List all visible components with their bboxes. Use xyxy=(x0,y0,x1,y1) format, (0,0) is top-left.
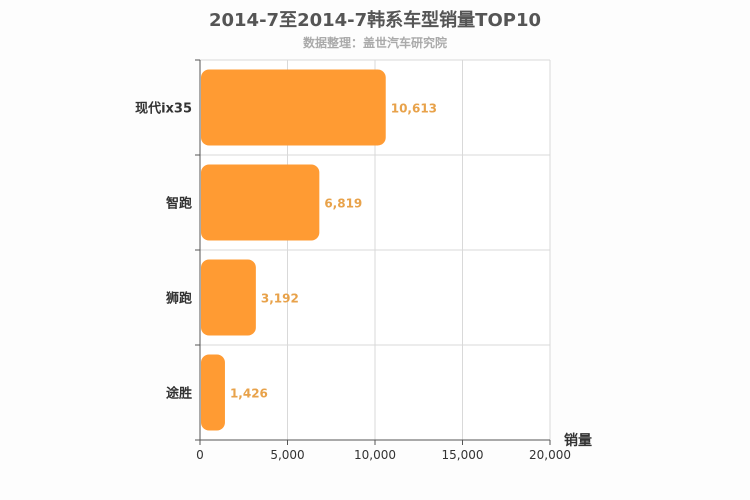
x-tick-label: 10,000 xyxy=(354,448,396,462)
x-axis-label: 销量 xyxy=(564,432,592,449)
bar xyxy=(201,69,386,146)
category-label: 途胜 xyxy=(166,386,192,402)
x-tick-label: 0 xyxy=(196,448,204,462)
x-tick-label: 5,000 xyxy=(270,448,304,462)
data-label: 3,192 xyxy=(261,292,299,306)
bar xyxy=(201,354,225,431)
x-tick-label: 20,000 xyxy=(529,448,571,462)
category-label: 智跑 xyxy=(166,196,192,212)
data-label: 10,613 xyxy=(391,102,437,116)
chart-title: 2014-7至2014-7韩系车型销量TOP10 xyxy=(208,10,541,31)
data-label: 6,819 xyxy=(324,197,362,211)
bar xyxy=(201,259,256,336)
data-label: 1,426 xyxy=(230,387,268,401)
x-tick-label: 15,000 xyxy=(442,448,484,462)
category-label: 现代ix35 xyxy=(135,101,192,117)
category-label: 狮跑 xyxy=(165,291,192,307)
bar xyxy=(201,164,320,241)
chart-subtitle: 数据整理：盖世汽车研究院 xyxy=(302,36,447,50)
